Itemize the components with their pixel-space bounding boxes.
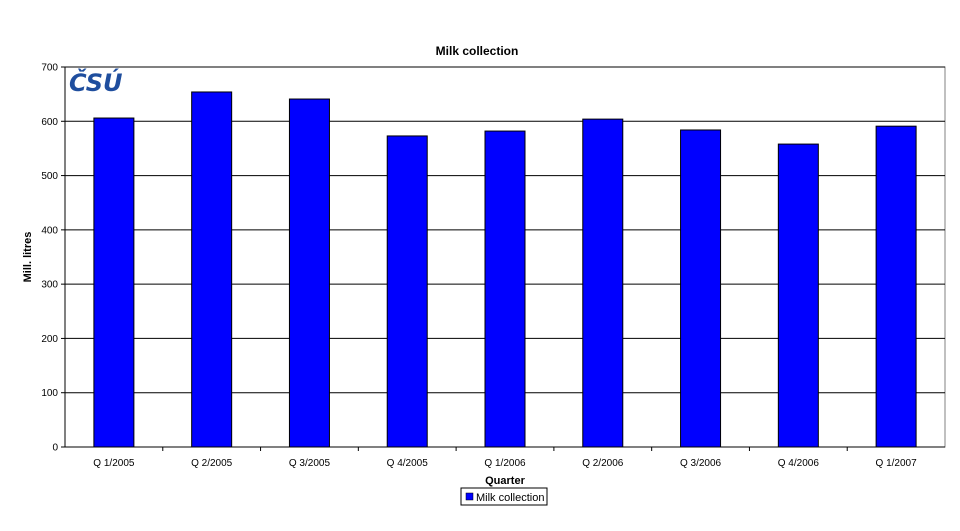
y-tick-labels: 0 100 200 300 400 500 600 700 — [41, 63, 65, 454]
bar-5 — [582, 118, 624, 448]
bar-0 — [93, 117, 135, 448]
x-tick-label: Q 3/2005 — [289, 458, 331, 469]
bar-2 — [288, 98, 330, 448]
y-tick-label: 200 — [41, 334, 58, 345]
y-tick-label: 0 — [52, 443, 58, 454]
bar-3 — [386, 135, 428, 448]
x-tick-label: Q 1/2007 — [876, 458, 918, 469]
x-tick-label: Q 1/2005 — [93, 458, 135, 469]
legend-box — [460, 487, 548, 506]
x-tick-label: Q 2/2005 — [191, 458, 233, 469]
y-tick-label: 600 — [41, 117, 58, 128]
y-tick-label: 500 — [41, 171, 58, 182]
bar-8 — [875, 125, 917, 448]
y-tick-label: 300 — [41, 280, 58, 291]
y-axis-title: Mill. litres — [22, 232, 34, 283]
legend-label: Milk collection — [476, 492, 544, 504]
y-tick-label: 400 — [41, 225, 58, 236]
bar-4 — [484, 130, 526, 448]
x-tick-label: Q 2/2006 — [582, 458, 624, 469]
x-tick-label: Q 4/2005 — [387, 458, 429, 469]
bar-6 — [680, 129, 722, 448]
bar-1 — [191, 91, 233, 448]
logo-text: ČSÚ — [69, 67, 123, 97]
bars — [93, 91, 917, 448]
x-tick-label: Q 3/2006 — [680, 458, 722, 469]
x-tick-label: Q 4/2006 — [778, 458, 820, 469]
x-tick-label: Q 1/2006 — [484, 458, 526, 469]
csu-logo: ČSÚ — [69, 67, 123, 97]
legend-swatch — [465, 492, 474, 501]
bar-7 — [777, 143, 819, 448]
x-tick-labels: Q 1/2005 Q 2/2005 Q 3/2005 Q 4/2005 Q 1/2006… — [93, 447, 917, 469]
legend: Milk collection — [460, 487, 548, 506]
chart-title: Milk collection — [436, 44, 519, 58]
y-tick-label: 700 — [41, 63, 58, 74]
y-tick-label: 100 — [41, 388, 58, 399]
x-axis-title: Quarter — [485, 475, 525, 487]
